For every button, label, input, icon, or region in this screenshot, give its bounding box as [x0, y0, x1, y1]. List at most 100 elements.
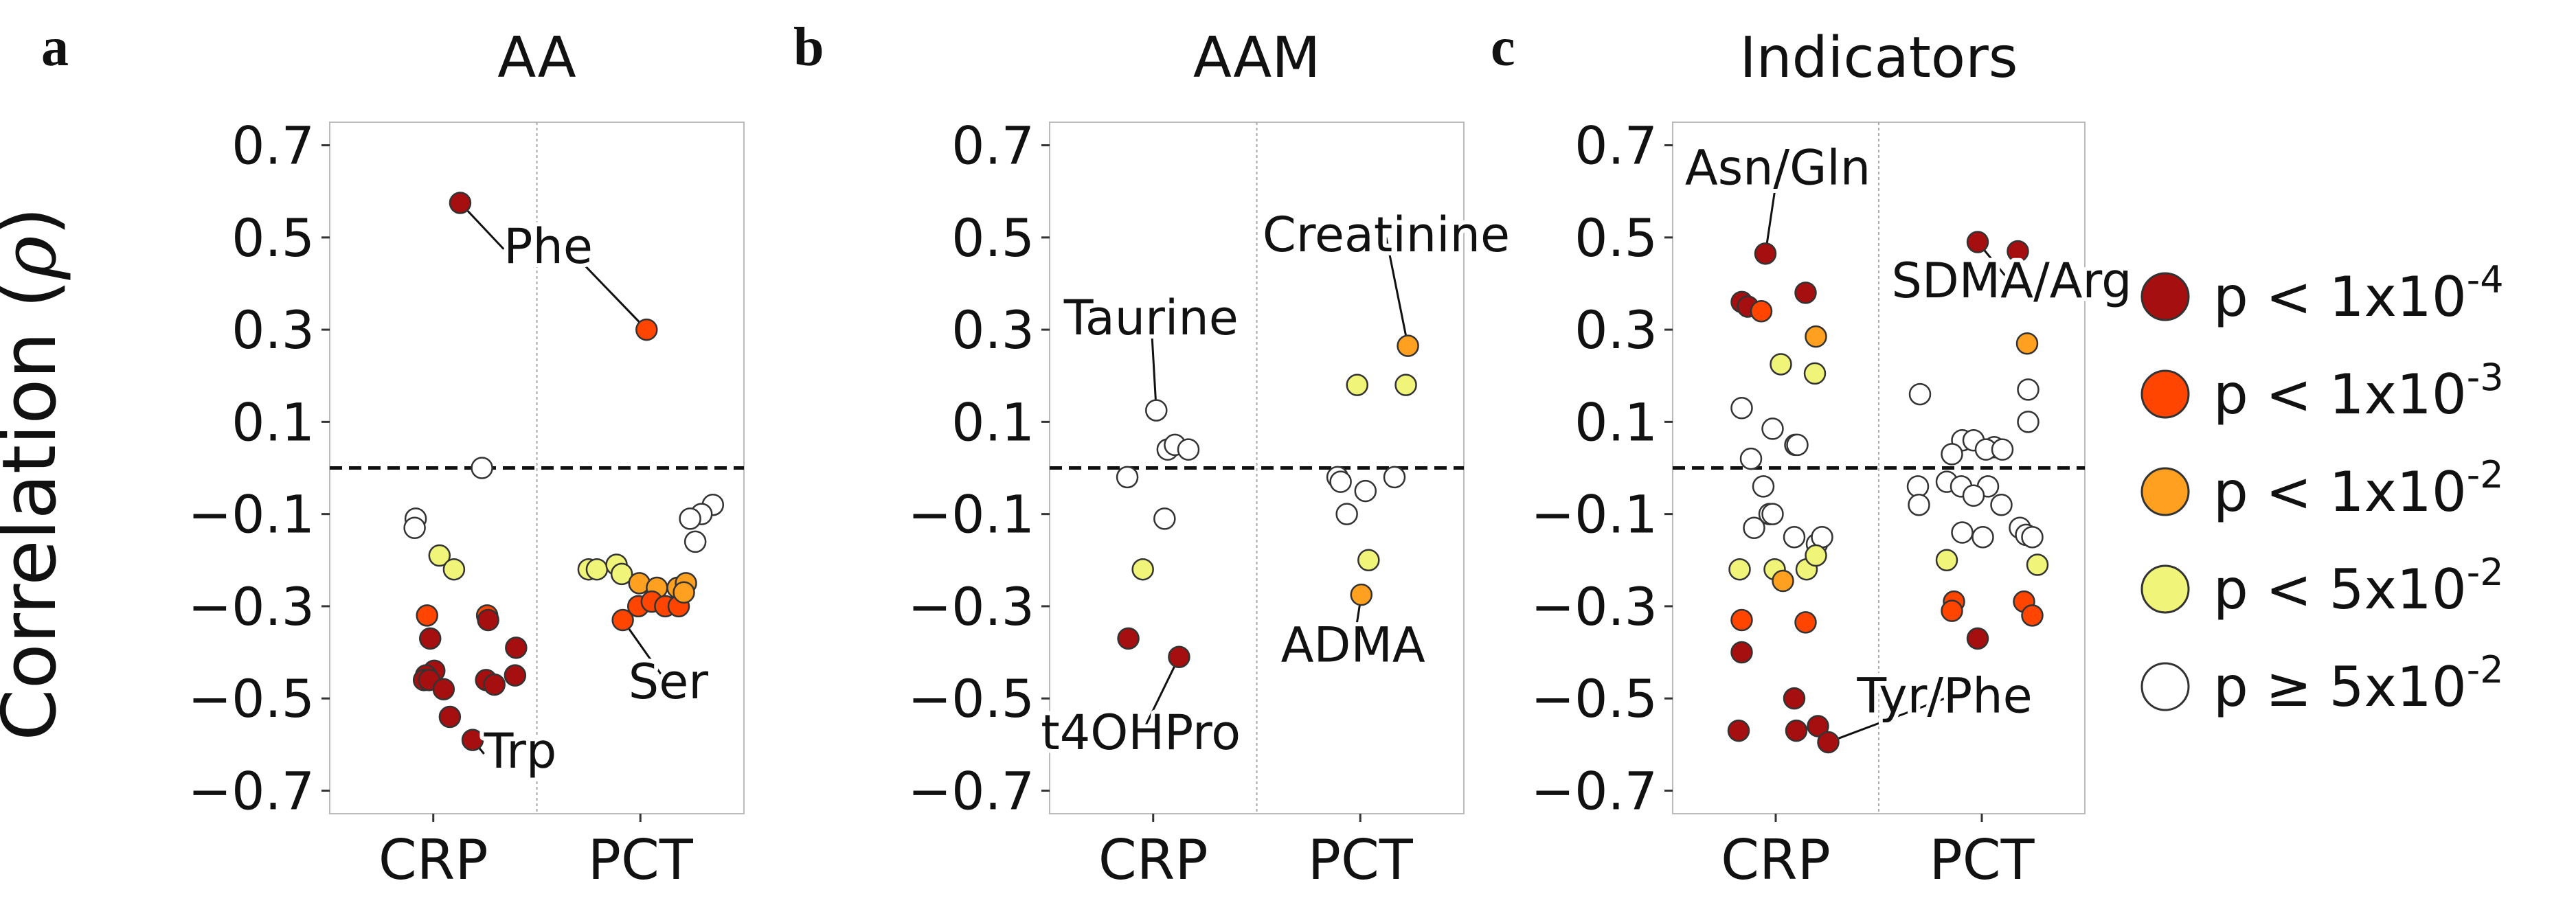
y-tick-label: 0.7 [231, 115, 315, 176]
data-point [1728, 558, 1751, 581]
data-point [610, 562, 633, 586]
data-point [1131, 558, 1154, 581]
y-tick-label: 0.7 [1574, 115, 1658, 176]
data-point [1329, 470, 1352, 493]
annotation-leader [1140, 656, 1180, 736]
annotation-label: SDMA/Arg [1891, 253, 2132, 309]
panel-title-b: AAM [1193, 25, 1320, 91]
data-point [1335, 503, 1358, 525]
legend-label-exponent: -3 [2467, 356, 2504, 399]
data-point [1761, 417, 1784, 440]
legend-label-text: p < 1x10 [2213, 265, 2467, 329]
panel-b: b AAM 0.7 0.5 0.3 0.1 −0.1 −0.3 −0.5 −0.7 CRP PCT Cr… [793, 17, 1514, 892]
data-point [438, 705, 462, 729]
x-tick-label-crp: CRP [1098, 828, 1208, 892]
legend-label-exponent: -2 [2467, 453, 2504, 496]
annotation-leader [1764, 170, 1779, 254]
data-point [1805, 544, 1827, 567]
legend-label-text: p < 5x10 [2213, 558, 2467, 621]
data-point [1794, 611, 1817, 634]
data-point [1145, 399, 1168, 422]
data-point [1772, 569, 1794, 593]
data-point [2015, 332, 2039, 355]
legend-label-exponent: -4 [2467, 258, 2504, 301]
y-tick-label: 0.1 [231, 391, 315, 453]
data-point [2017, 411, 2040, 433]
data-point [1991, 438, 2014, 461]
data-point [1783, 687, 1806, 710]
x-tick-label-crp: CRP [1721, 828, 1831, 892]
y-axis-label: Correlation (ρ) [0, 207, 73, 741]
annotation-label: ADMA [1281, 617, 1425, 673]
data-point [2017, 378, 2040, 401]
annotation-label: Phe [504, 218, 593, 275]
data-point [1941, 599, 1963, 622]
data-point [428, 544, 451, 567]
y-tick-label: −0.1 [188, 484, 315, 545]
y-tick-label: −0.1 [1530, 484, 1658, 545]
y-tick-label: 0.3 [231, 299, 315, 360]
data-point [477, 608, 499, 632]
annotation-label: Trp [484, 723, 557, 779]
y-tick-label: 0.3 [951, 299, 1035, 360]
legend-label: p < 1x10-3 [2213, 356, 2504, 426]
data-point [1962, 484, 1985, 507]
legend-label-text: p < 1x10 [2213, 363, 2467, 426]
data-point [403, 516, 426, 540]
data-point [471, 457, 493, 479]
legend-label-exponent: -2 [2467, 648, 2504, 691]
y-tick-label: 0.5 [1574, 207, 1658, 268]
panel-letter-a: a [41, 17, 69, 78]
data-point [1770, 353, 1792, 376]
y-tick-label: −0.3 [188, 576, 315, 637]
data-point [1727, 719, 1750, 742]
data-point [1966, 627, 1989, 650]
data-point [1786, 433, 1809, 457]
data-point [504, 664, 527, 687]
data-point [1783, 525, 1806, 549]
data-point [1394, 374, 1417, 396]
x-tick-label-pct: PCT [1308, 828, 1414, 892]
data-point [1990, 493, 2013, 516]
data-point [1354, 479, 1377, 503]
data-point [1346, 374, 1368, 396]
data-point [1730, 641, 1753, 664]
legend-label-text: p < 1x10 [2213, 460, 2467, 524]
data-point [1811, 525, 1833, 549]
y-tick-label: 0.1 [951, 391, 1035, 453]
data-point [1966, 231, 1989, 253]
data-point [2021, 604, 2044, 627]
legend-marker [2140, 564, 2190, 614]
data-point [1803, 362, 1827, 385]
data-point [449, 192, 472, 214]
data-point [1971, 525, 1994, 549]
data-point [679, 507, 701, 530]
y-tick-label: −0.7 [907, 760, 1035, 821]
y-tick-label: 0.1 [1574, 391, 1658, 453]
annotation-label: Taurine [1063, 290, 1239, 346]
panel-a: a AA 0.7 0.5 0.3 0.1 −0.1 −0.3 −0.5 −0.7 CRP PCT Phe… [41, 17, 745, 892]
x-tick-label-pct: PCT [1930, 828, 2035, 892]
data-point [418, 627, 442, 650]
data-point [611, 608, 634, 632]
y-tick-label: −0.5 [907, 668, 1035, 729]
legend-label: p ≥ 5x10-2 [2213, 648, 2504, 719]
data-point [1807, 715, 1829, 737]
data-point [2026, 553, 2049, 576]
data-point [1794, 282, 1817, 304]
data-point [1350, 583, 1373, 606]
panel-title-a: AA [497, 25, 576, 91]
annotation-label: t4OHPro [1041, 705, 1241, 761]
annotation-label: Asn/Gln [1685, 140, 1871, 196]
data-point [1730, 608, 1753, 632]
data-point [1117, 627, 1140, 650]
x-tick-label-pct: PCT [588, 828, 694, 892]
annotation-label: Tyr/Phe [1856, 667, 2032, 724]
y-tick-label: 0.5 [951, 207, 1035, 268]
y-tick-label: −0.7 [188, 760, 315, 821]
data-point [1177, 438, 1200, 461]
data-point [505, 637, 528, 659]
data-point [683, 530, 707, 553]
panels: a AA 0.7 0.5 0.3 0.1 −0.1 −0.3 −0.5 −0.7 CRP PCT Phe… [41, 17, 2136, 892]
data-point [1951, 521, 1974, 544]
